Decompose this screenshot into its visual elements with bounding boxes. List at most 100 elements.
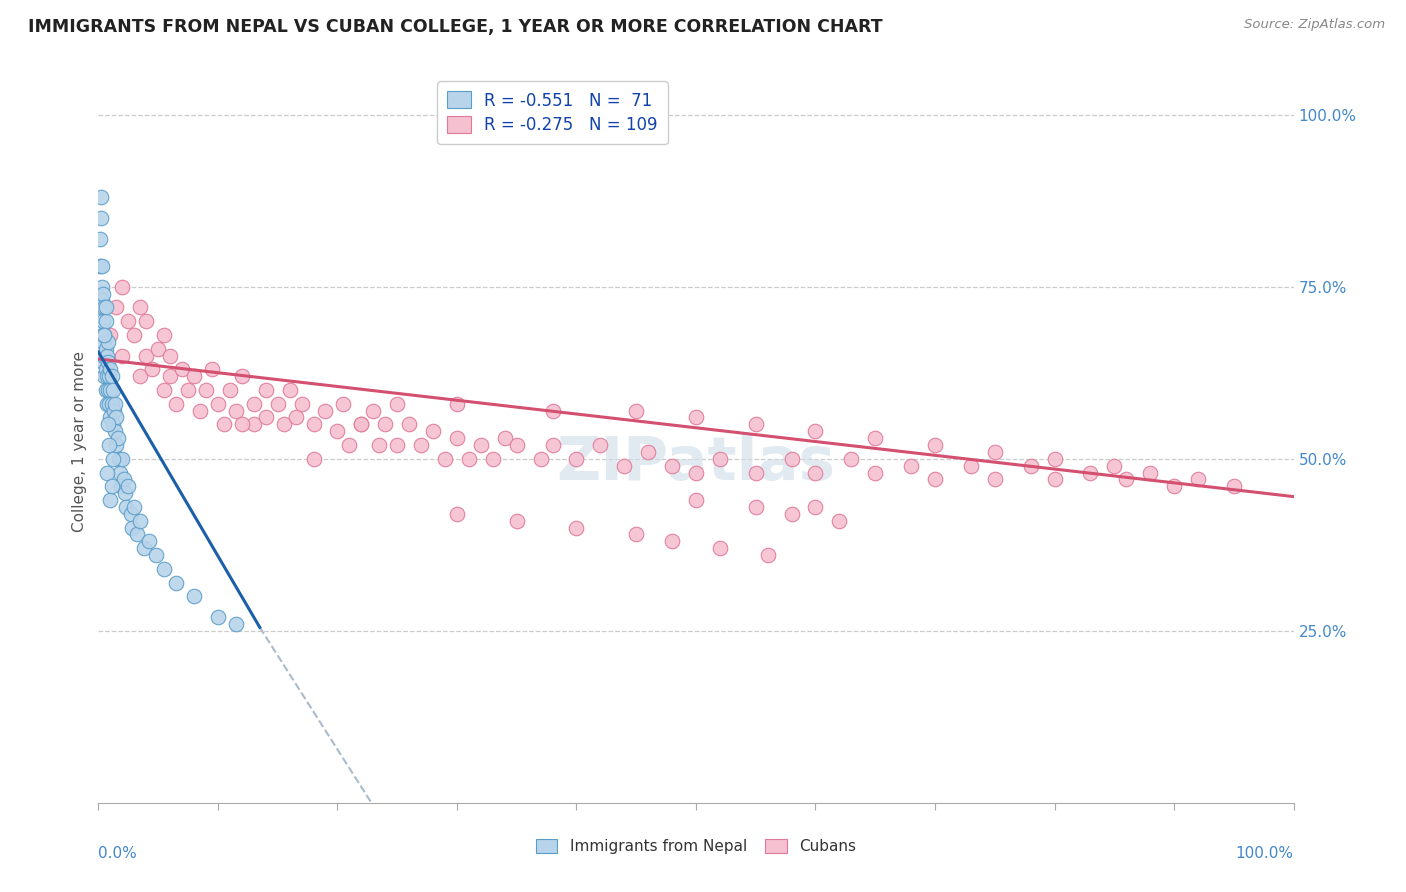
Point	[458, 451, 481, 466]
Point	[108, 466, 131, 480]
Point	[1115, 472, 1137, 486]
Point	[100, 479, 122, 493]
Point	[98, 383, 122, 397]
Point	[565, 451, 588, 466]
Point	[254, 410, 277, 425]
Point	[661, 458, 683, 473]
Point	[745, 417, 768, 432]
Point	[780, 507, 803, 521]
Point	[828, 514, 851, 528]
Point	[98, 369, 121, 384]
Point	[243, 417, 266, 432]
Point	[91, 279, 114, 293]
Point	[278, 383, 301, 397]
Point	[865, 431, 887, 445]
Point	[89, 259, 111, 273]
Point	[756, 548, 779, 562]
Point	[132, 541, 155, 556]
Point	[177, 383, 200, 397]
Point	[97, 355, 120, 369]
Point	[1043, 451, 1066, 466]
Point	[219, 383, 242, 397]
Point	[89, 231, 111, 245]
Point	[446, 397, 468, 411]
Point	[107, 451, 129, 466]
Point	[129, 369, 152, 384]
Point	[398, 417, 420, 432]
Point	[100, 397, 122, 411]
Point	[589, 438, 612, 452]
Point	[339, 438, 361, 452]
Point	[195, 383, 218, 397]
Point	[284, 410, 307, 425]
Point	[1043, 472, 1066, 486]
Point	[159, 369, 181, 384]
Point	[350, 417, 373, 432]
Point	[315, 403, 337, 417]
Point	[188, 403, 211, 417]
Point	[135, 314, 157, 328]
Point	[960, 458, 983, 473]
Point	[709, 451, 731, 466]
Point	[350, 417, 373, 432]
Point	[302, 451, 325, 466]
Point	[93, 327, 115, 342]
Point	[141, 362, 163, 376]
Point	[411, 438, 433, 452]
Point	[865, 466, 887, 480]
Point	[98, 397, 121, 411]
Point	[120, 507, 142, 521]
Point	[494, 431, 516, 445]
Text: 0.0%: 0.0%	[98, 847, 138, 861]
Point	[225, 403, 247, 417]
Point	[172, 362, 194, 376]
Point	[94, 362, 117, 376]
Point	[506, 514, 529, 528]
Point	[422, 424, 444, 438]
Legend: Immigrants from Nepal, Cubans: Immigrants from Nepal, Cubans	[530, 832, 862, 860]
Point	[1080, 466, 1102, 480]
Point	[159, 349, 181, 363]
Point	[138, 534, 160, 549]
Point	[91, 334, 114, 349]
Point	[1139, 466, 1161, 480]
Point	[231, 417, 253, 432]
Point	[153, 562, 176, 576]
Point	[541, 438, 564, 452]
Point	[637, 445, 659, 459]
Point	[145, 548, 167, 562]
Text: ZIPatlas: ZIPatlas	[557, 434, 835, 492]
Point	[273, 417, 295, 432]
Point	[124, 327, 146, 342]
Point	[98, 438, 121, 452]
Point	[98, 362, 122, 376]
Point	[183, 369, 205, 384]
Point	[115, 500, 138, 514]
Point	[368, 438, 391, 452]
Point	[135, 349, 157, 363]
Point	[94, 301, 117, 315]
Point	[685, 466, 707, 480]
Point	[745, 500, 768, 514]
Point	[924, 472, 946, 486]
Point	[153, 383, 176, 397]
Point	[114, 486, 136, 500]
Point	[91, 259, 114, 273]
Point	[984, 472, 1007, 486]
Point	[1223, 479, 1246, 493]
Point	[685, 493, 707, 508]
Point	[91, 293, 114, 308]
Point	[93, 327, 115, 342]
Point	[96, 369, 118, 384]
Point	[326, 424, 349, 438]
Point	[780, 451, 803, 466]
Point	[91, 327, 114, 342]
Point	[105, 438, 128, 452]
Point	[626, 527, 648, 541]
Point	[117, 479, 139, 493]
Point	[91, 314, 114, 328]
Point	[1019, 458, 1042, 473]
Point	[207, 397, 229, 411]
Point	[117, 314, 139, 328]
Point	[900, 458, 922, 473]
